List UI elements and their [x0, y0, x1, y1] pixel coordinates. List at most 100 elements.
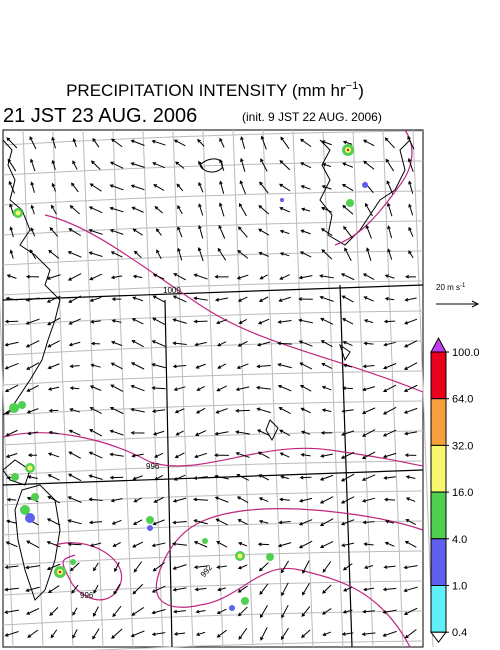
wind-arrow [301, 629, 311, 638]
wind-arrow [47, 340, 61, 348]
wind-arrow [109, 429, 124, 436]
wind-arrow [25, 274, 40, 279]
wind-arrow [362, 609, 375, 614]
wind-arrow [256, 364, 271, 369]
colorbar-segment [430, 585, 447, 633]
wind-arrow [214, 431, 229, 436]
wind-arrow [215, 297, 229, 302]
wind-arrow [177, 247, 183, 261]
wind-arrow [386, 180, 394, 195]
wind-arrow [132, 541, 144, 548]
wind-arrow [362, 520, 375, 525]
wind-arrow [133, 561, 143, 573]
wind-arrow [111, 628, 123, 639]
wind-arrow [217, 341, 227, 347]
wind-arrow [405, 497, 416, 502]
wind-arrow [69, 562, 80, 572]
wind-arrow [48, 408, 59, 413]
wind-arrow [319, 274, 334, 279]
colorbar-label: 100.0 [452, 347, 480, 359]
wind-arrow [89, 273, 102, 281]
wind-arrow [155, 228, 162, 236]
wind-arrow [88, 251, 103, 258]
wind-arrow [383, 497, 396, 502]
wind-arrow [384, 541, 395, 547]
wind-arrow [154, 206, 164, 214]
wind-arrow [382, 587, 397, 592]
wind-arrow [259, 274, 268, 280]
wind-arrow [299, 475, 312, 480]
colorbar-segment [430, 351, 447, 400]
wind-arrow [279, 160, 291, 171]
wind-arrow [340, 519, 355, 526]
wind-arrow [194, 452, 208, 459]
wind-arrow [215, 408, 228, 414]
wind-arrow [110, 362, 123, 370]
wind-arrow [89, 429, 103, 437]
wind-arrow [72, 160, 78, 170]
wind-arrow [256, 407, 271, 414]
init-date: (init. 9 JST 22 AUG. 2006) [242, 110, 382, 124]
grid-line [382, 129, 404, 648]
wind-arrow [46, 563, 61, 571]
wind-arrow [132, 228, 143, 236]
grid-line [2, 130, 424, 146]
wind-arrow [131, 453, 144, 458]
isobar [334, 129, 413, 246]
wind-arrow [257, 318, 270, 325]
wind-arrow [319, 540, 334, 549]
wind-arrow [25, 586, 40, 593]
coastline [319, 139, 411, 246]
wind-arrow [237, 226, 248, 238]
contour-label: 996 [146, 462, 160, 471]
wind-arrow [382, 630, 397, 637]
wind-arrow [68, 318, 81, 325]
wind-arrow [176, 183, 184, 192]
wind-arrow [277, 341, 292, 346]
wind-arrow [133, 497, 142, 503]
wind-arrow [237, 585, 248, 593]
wind-arrow [321, 608, 332, 615]
title-main: PRECIPITATION INTENSITY (mm hr [66, 81, 346, 100]
wind-arrow [257, 542, 270, 547]
wind-arrow [193, 541, 208, 548]
wind-arrow [198, 203, 204, 216]
wind-arrow [258, 228, 270, 236]
wind-arrow [152, 273, 165, 280]
wind-arrow [403, 565, 418, 570]
wind-arrow [67, 273, 82, 281]
colorbar-label: 16.0 [452, 487, 473, 499]
wind-arrow [279, 274, 291, 280]
wind-arrow [322, 561, 332, 573]
wind-arrow [6, 274, 17, 279]
wind-arrow [405, 475, 416, 479]
wind-arrow [344, 247, 352, 261]
wind-arrow [382, 452, 397, 459]
wind-arrow [173, 632, 186, 636]
wind-arrow [256, 385, 271, 390]
wind-arrow [30, 204, 35, 215]
grid-line [322, 129, 344, 648]
wind-arrow [361, 497, 376, 503]
wind-arrow [4, 565, 19, 570]
wind-arrow [342, 386, 353, 391]
wind-arrow [404, 453, 417, 458]
colorbar-under [430, 631, 447, 644]
island [14, 484, 61, 601]
wind-arrow [130, 184, 145, 191]
wind-arrow [256, 341, 271, 347]
wind-arrow [194, 587, 207, 592]
wind-arrow [366, 247, 372, 261]
wind-arrow [25, 318, 40, 325]
wind-arrow [219, 158, 225, 171]
wind-arrow [343, 225, 353, 238]
wind-arrow [362, 139, 375, 147]
wind-arrow [235, 451, 250, 458]
wind-arrow [93, 562, 99, 572]
wind-arrow [361, 429, 376, 437]
wind-arrow [216, 608, 227, 615]
wind-arrow [361, 451, 376, 460]
wind-arrow [195, 363, 206, 369]
wind-arrow [173, 139, 186, 147]
wind-arrow [321, 408, 332, 413]
